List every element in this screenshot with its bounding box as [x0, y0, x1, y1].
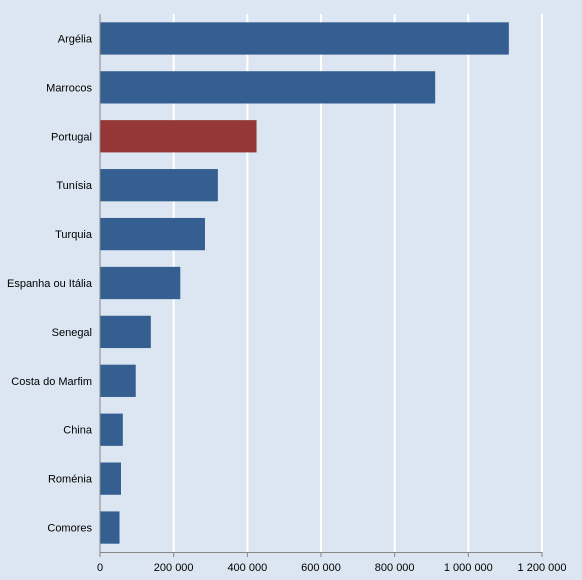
category-label: Marrocos — [46, 82, 92, 94]
x-tick-label: 1 000 000 — [444, 562, 493, 574]
category-labels: Argélia Marrocos Portugal Tunísia Turquia Esp… — [7, 33, 93, 534]
bar-turquia — [100, 217, 205, 251]
bar-arg-lia — [100, 22, 509, 55]
x-tick-label: 200 000 — [154, 562, 194, 574]
bar-tun-sia — [100, 169, 218, 202]
bar-marrocos — [100, 71, 436, 104]
x-tick-label: 0 — [97, 562, 103, 574]
bar-comores — [100, 511, 120, 544]
x-tick-label: 1 200 000 — [518, 562, 567, 574]
category-label: Comores — [47, 523, 92, 535]
x-tick-label: 600 000 — [301, 562, 341, 574]
bars — [100, 22, 509, 544]
axes — [99, 14, 543, 557]
category-label: Costa do Marfim — [11, 376, 92, 388]
bar-rom-nia — [100, 462, 121, 495]
category-label: Turquia — [55, 229, 93, 241]
x-tick-label: 400 000 — [227, 562, 267, 574]
bar-portugal — [100, 120, 257, 153]
x-tick-label: 800 000 — [375, 562, 415, 574]
category-label: Argélia — [58, 33, 93, 45]
category-label: Senegal — [52, 327, 92, 339]
bar-espanha-ou-it-lia — [100, 266, 181, 300]
tick-labels: 0 200 000 400 000 600 000 800 000 1 000 000 1 … — [97, 562, 567, 574]
category-label: Roménia — [48, 474, 93, 486]
bar-china — [100, 413, 123, 446]
category-label: Tunísia — [56, 180, 93, 192]
category-label: Espanha ou Itália — [7, 278, 93, 290]
category-label: Portugal — [51, 131, 92, 143]
category-label: China — [63, 425, 93, 437]
bar-senegal — [100, 315, 151, 349]
gridlines — [172, 14, 543, 552]
bar-costa-do-marfim — [100, 364, 136, 397]
